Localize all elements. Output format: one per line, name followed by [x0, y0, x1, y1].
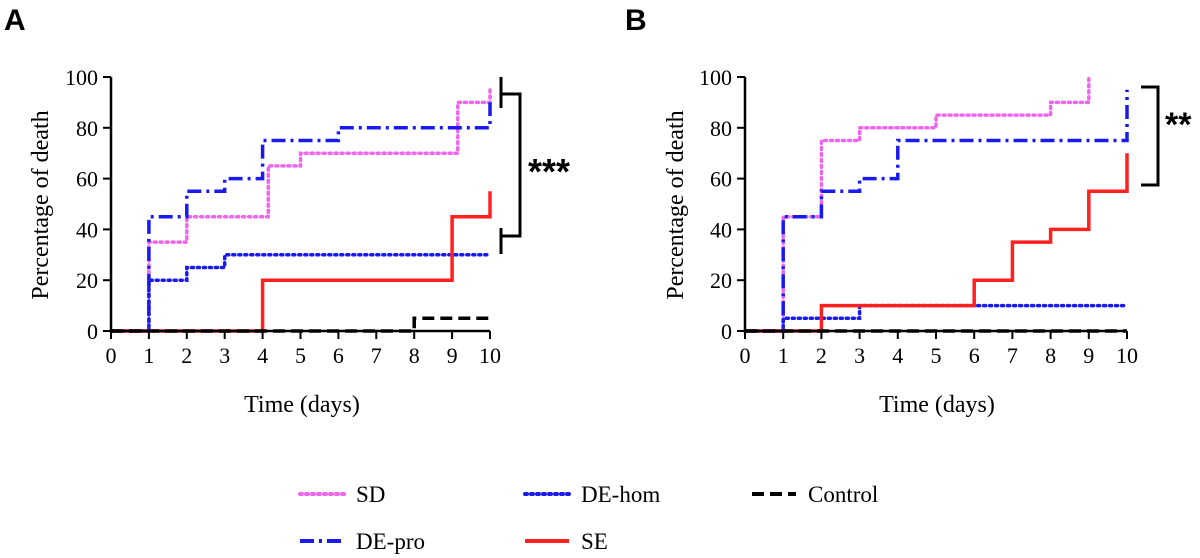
- x-tick-label: 7: [1007, 343, 1018, 368]
- x-tick-label: 0: [740, 343, 751, 368]
- legend-item-se: SE: [525, 529, 608, 554]
- legend-label: Control: [808, 482, 878, 507]
- legend-label: DE-hom: [581, 482, 660, 507]
- series-line-control: [111, 316, 490, 333]
- x-tick-label: 2: [181, 343, 192, 368]
- legend-item-de-hom: DE-hom: [523, 482, 660, 507]
- series-line-de-pro: [745, 89, 1129, 333]
- x-axis-title: Time (days): [244, 392, 360, 418]
- panel-label-b: B: [625, 4, 647, 37]
- y-tick-label: 40: [76, 217, 98, 242]
- series-line-de-pro: [111, 102, 492, 333]
- x-tick-label: 8: [1045, 343, 1056, 368]
- panel-label-a: A: [4, 4, 26, 37]
- y-tick-label: 80: [76, 116, 98, 141]
- x-tick-label: 1: [778, 343, 789, 368]
- legend-item-sd: SD: [298, 482, 385, 507]
- x-tick-label: 9: [1083, 343, 1094, 368]
- y-tick-label: 60: [76, 167, 98, 192]
- x-tick-label: 4: [892, 343, 903, 368]
- x-tick-label: 4: [257, 343, 268, 368]
- series-line-se: [745, 153, 1129, 333]
- legend-item-control: Control: [752, 482, 878, 507]
- series-line-de-hom: [743, 303, 1129, 333]
- series-line-se: [111, 191, 492, 333]
- x-axis-title: Time (days): [879, 392, 995, 418]
- legend-item-de-pro: DE-pro: [300, 529, 425, 554]
- x-tick-label: 6: [333, 343, 344, 368]
- y-tick-label: 20: [76, 268, 98, 293]
- x-tick-label: 9: [447, 343, 458, 368]
- legend-label: SD: [356, 482, 385, 507]
- significance-bracket: [1141, 85, 1160, 187]
- significance-marker: ***: [528, 151, 570, 192]
- x-tick-label: 2: [816, 343, 827, 368]
- x-tick-label: 1: [143, 343, 154, 368]
- x-tick-label: 10: [479, 343, 501, 368]
- y-tick-label: 40: [710, 217, 732, 242]
- significance-marker: **: [1165, 106, 1192, 144]
- x-tick-label: 3: [854, 343, 865, 368]
- y-tick-label: 100: [699, 65, 732, 90]
- x-tick-label: 0: [106, 343, 117, 368]
- legend: SD DE-hom Control DE-pro SE: [298, 482, 878, 554]
- legend-label: SE: [581, 529, 608, 554]
- x-tick-label: 3: [219, 343, 230, 368]
- y-tick-label: 0: [721, 319, 732, 344]
- x-tick-label: 10: [1116, 343, 1138, 368]
- y-axis-title: Percentage of death: [663, 110, 689, 299]
- y-tick-label: 0: [87, 319, 98, 344]
- x-tick-label: 5: [295, 343, 306, 368]
- y-tick-label: 60: [710, 167, 732, 192]
- x-tick-label: 7: [371, 343, 382, 368]
- y-tick-label: 80: [710, 116, 732, 141]
- significance-bracket: [499, 77, 522, 254]
- y-axis-title: Percentage of death: [28, 110, 54, 299]
- x-tick-label: 8: [409, 343, 420, 368]
- series-line-sd: [743, 75, 1091, 333]
- y-tick-label: 20: [710, 268, 732, 293]
- y-tick-label: 100: [65, 65, 98, 90]
- legend-label: DE-pro: [356, 529, 425, 554]
- x-tick-label: 6: [969, 343, 980, 368]
- series-line-sd: [109, 87, 492, 333]
- x-tick-label: 5: [931, 343, 942, 368]
